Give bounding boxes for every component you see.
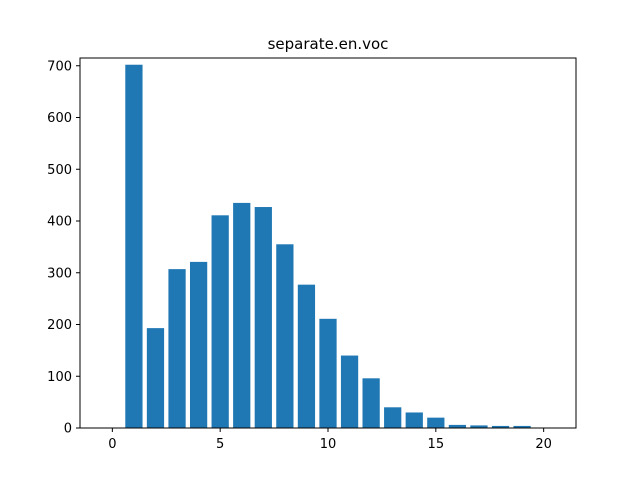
bar-19 [513,425,531,428]
bar-13 [384,407,402,428]
x-tick-label-15: 15 [428,437,445,452]
bar-2 [146,328,165,428]
x-tick-label-20: 20 [535,437,552,452]
y-tick-label-200: 200 [47,318,72,333]
x-axis: 0 5 10 15 20 [108,428,552,452]
x-tick-label-0: 0 [108,437,116,452]
bar-15 [427,417,445,428]
chart-title: separate.en.voc [268,35,389,53]
bar-17 [470,425,488,428]
bar-10 [319,318,337,428]
bar-11 [340,355,359,428]
bar-8 [276,244,294,428]
y-tick-label-500: 500 [47,163,72,178]
y-axis: 0 100 200 300 400 500 600 700 [47,59,80,437]
x-tick-label-10: 10 [320,437,337,452]
bar-5 [211,215,229,428]
bar-14 [405,412,423,428]
y-tick-label-400: 400 [47,215,72,230]
y-tick-label-0: 0 [64,422,72,437]
bar-4 [189,261,208,428]
plot-frame [79,57,577,429]
bar-7 [254,207,272,428]
y-tick-label-700: 700 [47,59,72,74]
y-tick-label-300: 300 [47,266,72,281]
x-tick-label-5: 5 [216,437,224,452]
bar-12 [362,378,380,428]
bar-6 [233,202,251,428]
bar-16 [448,424,467,428]
bars-group [125,64,531,428]
bar-1 [125,64,143,428]
bar-9 [297,284,316,428]
bar-3 [168,269,186,428]
y-tick-label-600: 600 [47,111,72,126]
bar-18 [491,425,510,428]
y-tick-label-100: 100 [47,370,72,385]
